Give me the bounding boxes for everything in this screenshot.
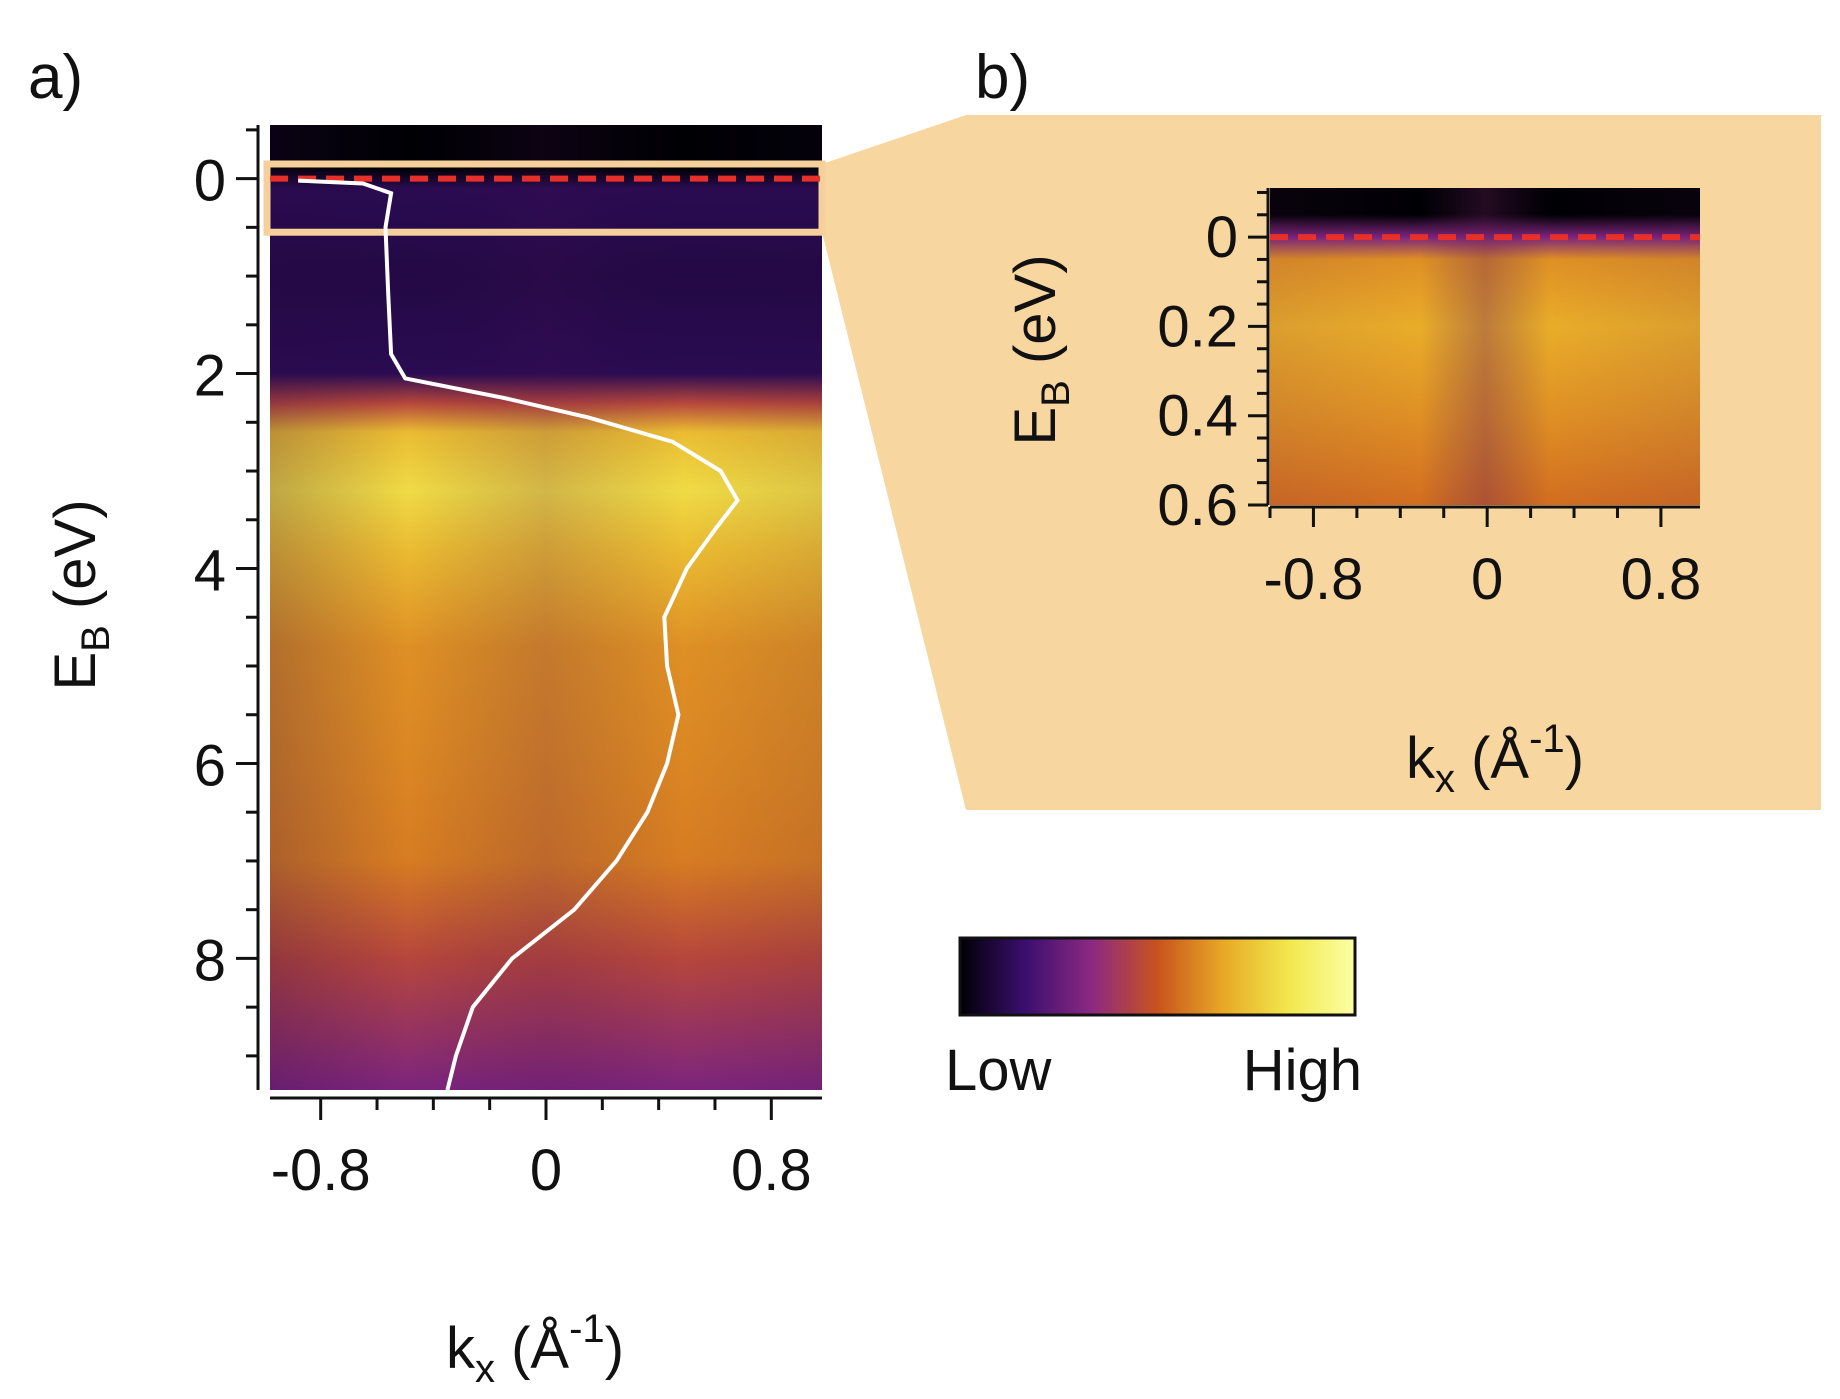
y-tick-label: 6	[194, 733, 226, 798]
x-tick-label: 0	[1471, 547, 1503, 612]
y-tick-label: 2	[194, 344, 226, 409]
colorbar-low-label: Low	[945, 1038, 1053, 1103]
panel-b: 0 0.2 0.4 0.6 -0.8 0 0.8 kx (Å-1) EB (eV…	[1003, 188, 1701, 801]
edc-curve	[298, 178, 740, 1091]
panel-a-x-ticks	[319, 1098, 773, 1120]
y-tick-label: 0.4	[1157, 384, 1238, 449]
panel-b-x-ticks	[1268, 507, 1663, 527]
x-tick-label: 0	[530, 1138, 562, 1203]
highlight-box	[263, 160, 826, 236]
panel-a-y-ticks	[236, 128, 258, 1058]
panel-b-y-ticks	[1248, 190, 1268, 507]
y-tick-label: 0.6	[1157, 473, 1238, 538]
panel-a-label: a)	[28, 43, 83, 112]
panel-a: 0 2 4 6 8 -0.8 0 0.8 kx (Å-1) EB (eV)	[43, 125, 826, 1391]
y-tick-label: 0.2	[1157, 294, 1238, 359]
panel-b-label: b)	[975, 43, 1030, 112]
colorbar-high-label: High	[1243, 1038, 1362, 1103]
y-tick-label: 0	[194, 149, 226, 214]
panel-b-x-axis-title: kx (Å-1)	[1406, 717, 1584, 801]
y-tick-label: 4	[194, 539, 226, 604]
y-tick-label: 0	[1206, 205, 1238, 270]
panel-a-y-axis-title: EB (eV)	[43, 499, 118, 690]
colorbar: Low High	[945, 936, 1362, 1103]
x-tick-label: 0.8	[1621, 547, 1702, 612]
panel-b-heatmap-shading	[1270, 188, 1700, 505]
panel-a-x-axis-title: kx (Å-1)	[446, 1307, 624, 1391]
panel-b-y-axis-title: EB (eV)	[1003, 254, 1078, 445]
x-tick-label: -0.8	[1263, 547, 1363, 612]
x-tick-label: 0.8	[731, 1138, 812, 1203]
colorbar-bar	[958, 936, 1357, 1017]
y-tick-label: 8	[194, 928, 226, 993]
panel-a-heatmap-shading	[270, 125, 822, 1090]
x-tick-label: -0.8	[271, 1138, 371, 1203]
